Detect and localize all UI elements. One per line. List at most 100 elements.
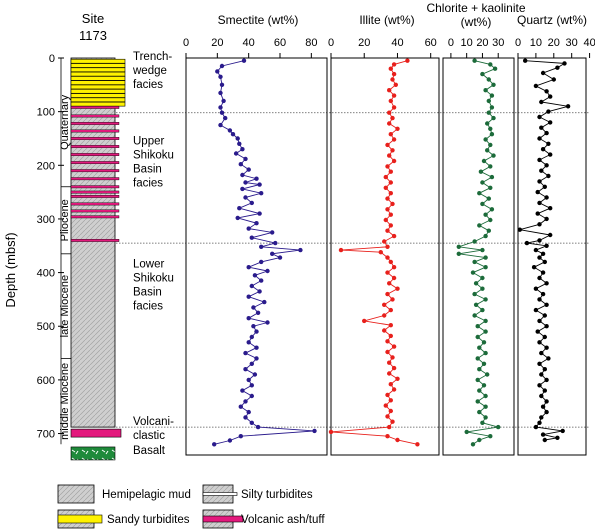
data-point — [489, 207, 495, 212]
data-point — [265, 268, 270, 274]
volcanic-ash-bed — [70, 215, 120, 219]
data-point — [486, 98, 491, 104]
legend-swatch-band — [202, 515, 244, 523]
series-line — [330, 60, 418, 445]
series-line — [214, 60, 315, 445]
data-point — [270, 251, 275, 256]
data-point — [539, 415, 544, 420]
data-point — [555, 65, 560, 70]
data-point — [243, 415, 248, 420]
sandy-turbidite-bed — [70, 97, 126, 103]
facies-boundaries — [116, 112, 590, 428]
data-point — [391, 71, 397, 77]
volcanic-ash-bed — [70, 209, 120, 213]
data-point — [390, 419, 395, 424]
data-point — [243, 350, 248, 356]
data-point — [240, 186, 245, 192]
site-title-line1: Site — [82, 11, 104, 26]
data-point — [387, 360, 392, 365]
facies-labels: Trench-wedge facies Upper Shikoku Basin facie… — [132, 51, 174, 457]
data-point — [218, 74, 223, 80]
legend-item-hemipelagic: Hemipelagic mud — [57, 484, 191, 504]
data-point — [539, 350, 544, 356]
facies-label-line: Trench- — [133, 51, 172, 63]
data-point — [475, 324, 480, 329]
data-point — [542, 437, 547, 443]
data-point — [405, 58, 410, 63]
volcanic-ash-bed — [70, 137, 120, 140]
data-point — [246, 226, 251, 231]
facies-label-line: facies — [133, 301, 163, 313]
data-point — [387, 424, 392, 430]
legend-label: Silty turbidites — [241, 489, 313, 501]
mineral-panels: Smectite (wt%) 0 20 40 60 80 Illite (wt%) 0 20 40… — [183, 1, 595, 456]
data-point — [391, 275, 397, 281]
facies-label-line: Basalt — [133, 445, 166, 457]
volcanic-ash-bed — [70, 239, 120, 242]
data-point — [480, 275, 485, 281]
panel-title: Smectite (wt%) — [218, 13, 299, 27]
y-axis-label: Depth (mbsf) — [3, 232, 18, 307]
data-point — [246, 340, 251, 345]
data-point — [480, 286, 485, 291]
data-point — [385, 434, 390, 439]
volcanic-ash-bed — [70, 122, 120, 125]
data-point — [395, 376, 400, 381]
data-point — [388, 132, 393, 137]
facies-label-line: facies — [133, 79, 163, 91]
data-point — [472, 58, 477, 63]
data-point — [246, 294, 251, 299]
data-point — [385, 414, 390, 419]
data-point — [259, 278, 264, 283]
data-point — [218, 105, 223, 110]
data-point — [249, 283, 254, 289]
data-point — [387, 110, 392, 115]
data-point — [415, 442, 420, 447]
legend-label: Hemipelagic mud — [102, 489, 191, 501]
data-point — [540, 147, 546, 152]
data-point — [241, 58, 247, 63]
data-point — [223, 115, 228, 121]
panel-title: (wt%) — [461, 15, 492, 29]
data-point — [483, 393, 488, 399]
data-point — [215, 69, 220, 74]
data-point — [475, 399, 480, 404]
data-point — [395, 286, 400, 291]
data-point — [481, 158, 487, 164]
data-point — [387, 281, 392, 286]
data-point — [472, 259, 477, 265]
data-point — [254, 176, 259, 181]
x-tick-label: 0 — [515, 37, 521, 49]
data-point — [477, 437, 482, 443]
x-tick-label: 30 — [492, 37, 504, 49]
panel-quartz: Quartz (wt%) 0 10 20 30 40 — [515, 13, 595, 456]
panel-frame — [185, 57, 328, 456]
panel-chlorite: Chlorite + kaolinite(wt%) 0 10 20 30 — [426, 1, 526, 456]
data-point — [240, 388, 245, 393]
data-point — [249, 361, 254, 366]
data-point — [255, 424, 261, 430]
sandy-turbidite-bed — [70, 67, 126, 73]
data-point — [488, 185, 493, 190]
data-point — [544, 409, 549, 415]
data-point — [483, 297, 488, 302]
panel-frame — [517, 57, 587, 456]
data-point — [475, 334, 480, 340]
data-point — [243, 180, 248, 185]
data-point — [488, 126, 493, 131]
volcanic-ash-bed — [70, 105, 120, 109]
data-point — [385, 291, 390, 297]
data-point — [491, 153, 496, 158]
y-tick-label: 400 — [37, 268, 55, 280]
data-point — [246, 265, 251, 270]
data-point — [328, 429, 334, 435]
data-point — [548, 232, 553, 238]
data-point — [227, 128, 233, 133]
data-point — [385, 244, 390, 249]
data-point — [388, 180, 393, 185]
y-tick-label: 100 — [37, 107, 55, 119]
data-point — [388, 66, 393, 71]
data-point — [382, 328, 387, 333]
data-point — [246, 167, 251, 172]
data-point — [483, 233, 488, 239]
